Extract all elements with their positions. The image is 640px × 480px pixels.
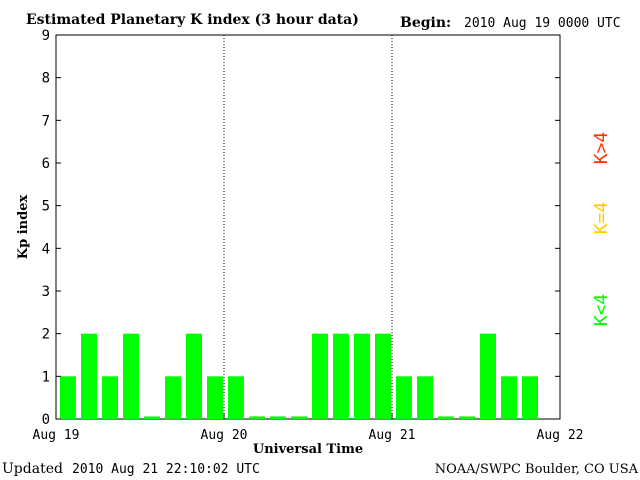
y-tick-label-8: 8 [42,71,50,87]
x-axis-label: Universal Time [253,442,363,457]
y-tick-label-3: 3 [42,284,50,300]
bar-3 [123,333,139,419]
bar-10 [270,416,286,419]
legend-entry-1: K=4 [591,202,612,235]
begin-label: Begin: [400,15,451,31]
bar-6 [186,333,202,419]
y-tick-label-6: 6 [42,156,50,172]
bar-9 [249,416,265,419]
bar-21 [501,376,517,419]
bar-20 [480,333,496,419]
bar-5 [165,376,181,419]
updated-label: Updated [2,461,63,477]
y-tick-label-5: 5 [42,199,50,215]
day-dividers [223,35,393,419]
y-ticks: 0 1 2 3 4 5 6 7 8 9 [42,28,560,428]
bar-12 [312,333,328,419]
y-tick-label-2: 2 [42,327,50,343]
source-credit: NOAA/SWPC Boulder, CO USA [435,462,639,477]
legend-entry-2: K>4 [591,132,612,165]
x-tick-label-3: Aug 22 [537,428,584,443]
x-tick-label-0: Aug 19 [33,428,80,443]
legend: K<4 K=4 K>4 [591,132,612,327]
x-tick-label-2: Aug 21 [369,428,416,443]
bar-4 [144,416,160,419]
bar-18 [438,416,454,419]
bar-15 [375,333,391,419]
legend-entry-0: K<4 [591,294,612,327]
y-axis-label: Kp index [16,195,31,260]
bar-16 [396,376,412,419]
bar-22 [522,376,538,419]
updated-value: 2010 Aug 21 22:10:02 UTC [72,462,260,477]
y-tick-label-4: 4 [42,241,50,257]
plot-area [55,34,561,420]
bars [60,333,538,419]
chart-title: Estimated Planetary K index (3 hour data… [26,12,359,28]
bar-1 [81,333,97,419]
bar-7 [207,376,223,419]
bar-17 [417,376,433,419]
bar-19 [459,416,475,419]
x-tick-label-1: Aug 20 [201,428,248,443]
y-tick-label-0: 0 [42,412,50,428]
x-ticks: Aug 19 Aug 20 Aug 21 Aug 22 [33,414,584,443]
bar-14 [354,333,370,419]
bar-13 [333,333,349,419]
bar-0 [60,376,76,419]
begin-value: 2010 Aug 19 0000 UTC [464,16,621,31]
bar-8 [228,376,244,419]
y-tick-label-1: 1 [42,369,50,385]
y-tick-label-9: 9 [42,28,50,44]
y-tick-label-7: 7 [42,113,50,129]
bar-2 [102,376,118,419]
bar-11 [291,416,307,419]
